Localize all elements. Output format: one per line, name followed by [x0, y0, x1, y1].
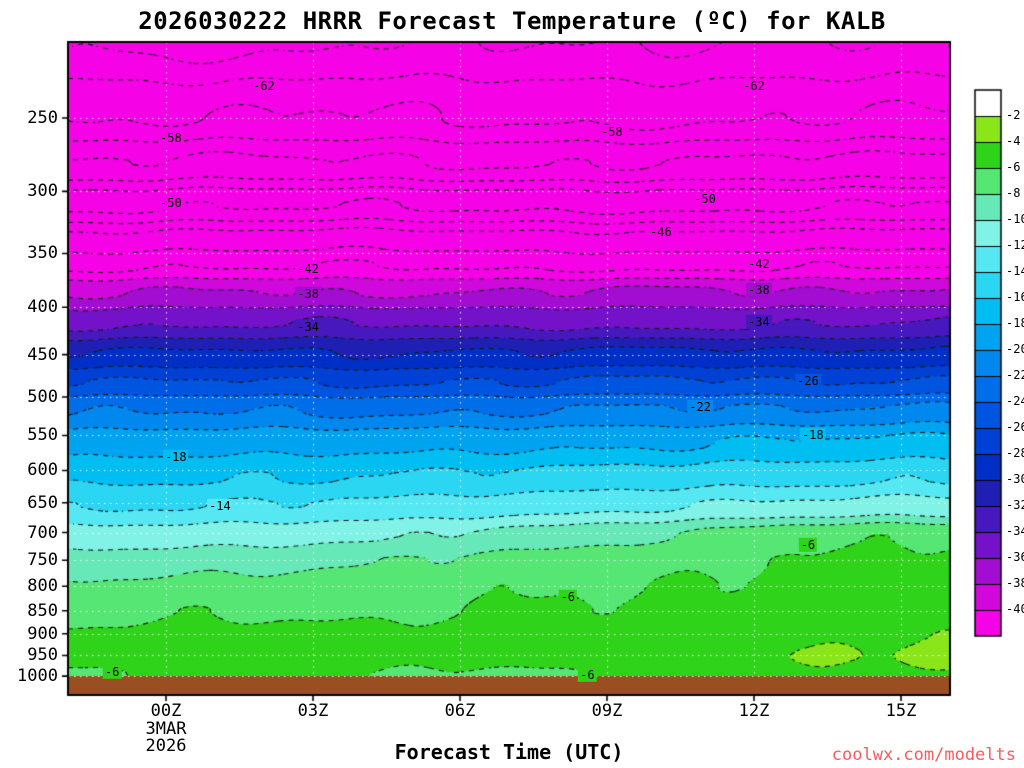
y-tick-label: 350 — [27, 243, 58, 264]
x-axis-date-label: 3MAR — [145, 719, 187, 739]
contour-label: -50 — [692, 192, 718, 207]
colorbar-tick-label: -28 — [1006, 446, 1024, 460]
y-tick-label: 750 — [27, 550, 58, 571]
contour-label: -58 — [599, 125, 625, 140]
x-axis-date-label: 2026 — [145, 736, 187, 756]
y-tick-label: 450 — [27, 344, 58, 365]
y-tick-label: 550 — [27, 425, 58, 446]
colorbar-tick-label: -14 — [1006, 264, 1024, 278]
colorbar-tick-label: -18 — [1006, 316, 1024, 330]
y-tick-label: 850 — [27, 600, 58, 621]
x-tick-label: 12Z — [738, 701, 770, 721]
contour-label: -22 — [687, 400, 713, 415]
colorbar-tick-label: -34 — [1006, 524, 1024, 538]
colorbar-tick-label: -38 — [1006, 576, 1024, 590]
y-tick-label: 400 — [27, 297, 58, 318]
y-tick-label: 650 — [27, 492, 58, 513]
colorbar-tick-label: -4 — [1006, 134, 1021, 148]
contour-label: -26 — [795, 373, 821, 388]
y-tick-label: 600 — [27, 460, 58, 481]
y-tick-label: 250 — [27, 107, 58, 128]
x-tick-label: 09Z — [591, 701, 623, 721]
contour-label: -18 — [162, 449, 189, 464]
colorbar-tick-label: -2 — [1006, 108, 1021, 122]
contour-label: -14 — [207, 498, 233, 513]
colorbar-tick-label: -20 — [1006, 342, 1024, 356]
contour-label: -18 — [799, 428, 826, 443]
y-tick-label: 800 — [27, 576, 58, 597]
colorbar-tick-label: -26 — [1006, 420, 1024, 434]
colorbar-tick-label: -32 — [1006, 498, 1024, 512]
colorbar-tick-label: -22 — [1006, 368, 1024, 382]
colorbar-tick-label: -36 — [1006, 550, 1024, 564]
colorbar-tick-label: -12 — [1006, 238, 1024, 252]
contour-label: -42 — [746, 256, 772, 271]
colorbar-tick-label: -40 — [1006, 602, 1024, 616]
chart-title: 2026030222 HRRR Forecast Temperature (ºC… — [138, 7, 886, 35]
y-tick-label: 1000 — [17, 666, 58, 687]
colorbar-tick-label: -8 — [1006, 186, 1021, 200]
x-tick-label: 03Z — [297, 701, 329, 721]
colorbar-tick-label: -30 — [1006, 472, 1024, 486]
y-tick-label: 300 — [27, 181, 58, 202]
colorbar-tick-label: -6 — [1006, 160, 1021, 174]
contour-label: -38 — [295, 286, 321, 302]
contour-label: -6 — [578, 667, 597, 682]
contour-label: -62 — [741, 78, 767, 94]
contour-label: -58 — [158, 131, 184, 146]
contour-label: -62 — [251, 78, 277, 94]
contour-label: -6 — [102, 664, 122, 680]
colorbar-tick-label: -24 — [1006, 394, 1024, 408]
contour-label: -38 — [746, 282, 772, 297]
colorbar-tick-label: -16 — [1006, 290, 1024, 304]
contour-label: -6 — [558, 590, 578, 605]
y-tick-label: 950 — [27, 645, 58, 666]
contour-label: -50 — [158, 196, 184, 211]
contour-label: -34 — [295, 319, 321, 335]
contour-label: -6 — [798, 537, 818, 553]
x-tick-label: 15Z — [885, 701, 917, 721]
contour-label: -34 — [746, 314, 772, 330]
y-tick-label: 900 — [27, 623, 58, 644]
watermark-text: coolwx.com/modelts — [831, 745, 1016, 765]
y-tick-label: 700 — [27, 522, 58, 543]
contour-label: -46 — [648, 224, 674, 240]
x-tick-label: 00Z — [150, 701, 182, 721]
colorbar-tick-label: -10 — [1006, 212, 1024, 226]
contour-label: -42 — [295, 262, 321, 277]
y-tick-label: 500 — [27, 387, 58, 408]
x-axis-title: Forecast Time (UTC) — [394, 740, 624, 764]
x-tick-label: 06Z — [444, 701, 476, 721]
